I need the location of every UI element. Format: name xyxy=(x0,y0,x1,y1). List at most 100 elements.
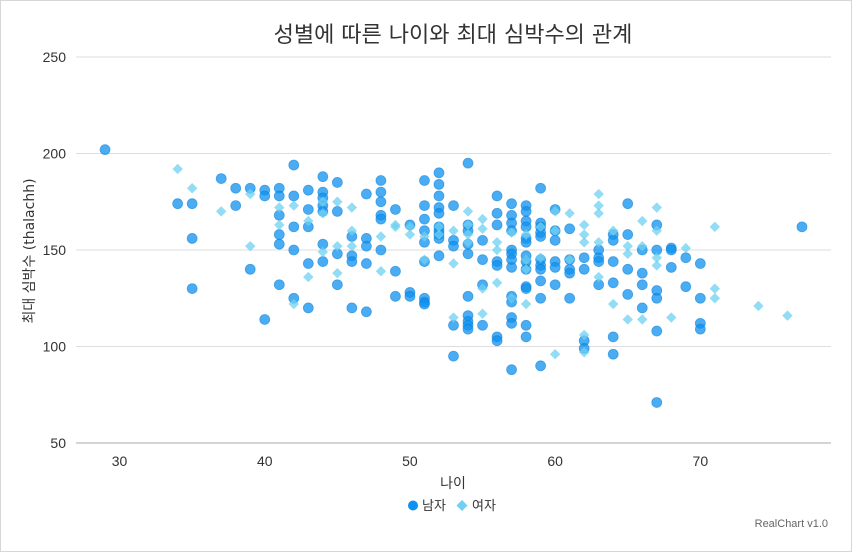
data-point-female xyxy=(477,283,488,294)
data-point-female xyxy=(709,221,721,233)
data-point-male xyxy=(302,184,314,196)
data-point-female xyxy=(317,208,329,219)
data-point-female xyxy=(535,252,546,263)
data-point-male xyxy=(462,157,474,169)
data-point-male xyxy=(636,302,648,314)
data-point-male xyxy=(651,397,663,408)
data-point-male xyxy=(680,252,692,264)
chart-title: 성별에 따른 나이와 최대 심박수의 관계 xyxy=(274,23,633,48)
data-point-female xyxy=(578,347,590,358)
data-point-male xyxy=(317,171,329,183)
y-tick-label: 100 xyxy=(43,339,67,355)
y-axis-title: 최대 심박수 (thalachh) xyxy=(22,178,38,323)
data-point-female xyxy=(274,202,285,213)
data-point-female xyxy=(477,223,488,234)
data-point-male xyxy=(172,198,184,210)
data-point-female xyxy=(462,237,474,248)
data-point-female xyxy=(317,246,329,258)
data-point-male xyxy=(448,240,459,252)
data-point-female xyxy=(637,314,648,325)
y-tick-label: 200 xyxy=(43,146,67,162)
data-point-female xyxy=(578,329,590,341)
data-point-female xyxy=(346,225,358,236)
data-point-female xyxy=(303,215,314,227)
data-point-female xyxy=(520,254,532,265)
y-tick-label: 50 xyxy=(50,435,66,451)
data-point-male xyxy=(491,260,503,271)
data-point-female xyxy=(680,242,692,254)
data-point-male xyxy=(419,175,430,186)
data-point-male xyxy=(259,190,271,202)
data-point-male xyxy=(346,256,358,267)
data-point-male xyxy=(288,244,300,256)
data-point-male xyxy=(477,319,488,331)
data-point-female xyxy=(651,202,662,213)
data-point-female xyxy=(578,219,590,231)
data-point-female xyxy=(332,240,343,252)
legend-female-marker xyxy=(456,500,468,511)
data-point-male xyxy=(390,204,401,215)
x-tick-label: 30 xyxy=(112,453,128,469)
data-point-female xyxy=(622,314,633,325)
data-point-male xyxy=(477,234,488,246)
legend-female-label: 여자 xyxy=(472,499,496,514)
data-point-male xyxy=(273,190,285,202)
data-point-male xyxy=(433,178,445,190)
data-point-female xyxy=(593,271,604,283)
data-point-male xyxy=(491,190,503,202)
data-point-female xyxy=(651,260,662,271)
x-tick-label: 70 xyxy=(693,453,709,469)
data-point-male xyxy=(593,256,605,267)
data-point-female xyxy=(520,229,532,240)
data-point-male xyxy=(520,205,532,217)
data-point-male xyxy=(462,290,474,302)
x-tick-label: 50 xyxy=(402,453,418,469)
data-point-female xyxy=(346,240,358,252)
data-point-male xyxy=(360,306,372,318)
data-point-female xyxy=(317,196,329,207)
legend-male-label: 남자 xyxy=(422,499,446,514)
data-point-female xyxy=(419,231,430,242)
data-point-female xyxy=(491,244,503,256)
data-point-male xyxy=(651,292,663,304)
data-point-male xyxy=(433,190,445,202)
data-point-female xyxy=(491,237,503,248)
data-point-male xyxy=(360,258,372,269)
data-point-female xyxy=(375,266,387,277)
data-point-female xyxy=(404,221,416,233)
data-point-female xyxy=(709,293,721,304)
data-point-male xyxy=(506,261,517,273)
data-point-male xyxy=(622,198,634,210)
data-point-male xyxy=(448,200,459,212)
data-point-male xyxy=(346,302,358,314)
data-point-female xyxy=(448,312,459,323)
data-point-male xyxy=(491,207,503,219)
data-point-female xyxy=(578,237,590,248)
data-point-female xyxy=(506,227,517,238)
data-point-male xyxy=(273,279,285,291)
data-point-male xyxy=(99,144,111,156)
data-point-male xyxy=(535,263,547,275)
data-point-male xyxy=(535,231,547,242)
data-point-male xyxy=(665,261,677,273)
data-point-female xyxy=(346,202,358,213)
data-point-female xyxy=(608,298,619,310)
data-point-female xyxy=(593,237,604,248)
data-point-female xyxy=(462,229,474,240)
data-point-male xyxy=(680,281,692,293)
data-point-male xyxy=(331,205,343,217)
data-point-male xyxy=(520,283,532,295)
data-point-male xyxy=(331,279,343,291)
data-point-female xyxy=(520,264,532,275)
data-point-male xyxy=(419,298,430,310)
data-point-male xyxy=(520,331,532,343)
data-point-male xyxy=(564,267,576,279)
data-point-female xyxy=(332,196,343,207)
data-point-male xyxy=(506,364,517,376)
data-point-male xyxy=(390,290,401,302)
data-point-male xyxy=(230,200,242,212)
data-point-male xyxy=(636,267,648,279)
data-point-male xyxy=(244,263,256,275)
data-point-female xyxy=(462,206,474,217)
data-point-male xyxy=(477,254,488,266)
